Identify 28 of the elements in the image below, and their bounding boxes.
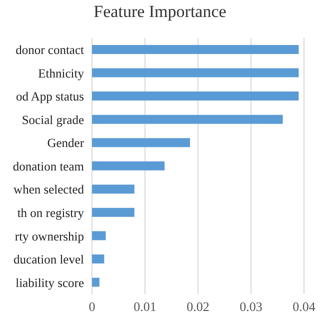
bar [92, 138, 190, 148]
y-tick-label: ducation level [14, 252, 85, 267]
x-tick-label: 0.04 [292, 299, 316, 314]
x-tick-label: 0.01 [134, 299, 156, 314]
bar [92, 278, 100, 287]
y-tick-label: when selected [14, 182, 85, 197]
bar [92, 92, 299, 101]
bar [92, 114, 283, 124]
y-tick-label: donor contact [16, 43, 85, 58]
y-tick-label: th on registry [17, 206, 85, 220]
y-tick-label: donation team [12, 159, 84, 174]
y-tick-label: liability score [16, 276, 84, 290]
bar [92, 208, 134, 217]
bar [92, 68, 299, 78]
bar [92, 45, 299, 54]
y-tick-label: Gender [47, 136, 85, 150]
bar [92, 161, 165, 170]
x-tick-label: 0 [88, 299, 96, 314]
x-tick-label: 0.02 [186, 299, 210, 314]
chart-title: Feature Importance [92, 2, 228, 22]
x-tick-label: 0.03 [240, 299, 262, 314]
y-tick-label: od App status [16, 90, 84, 104]
y-tick-label: Social grade [22, 112, 84, 127]
bar [92, 254, 104, 264]
y-tick-label: Ethnicity [38, 66, 85, 80]
bar [92, 184, 134, 194]
y-tick-label: rty ownership [14, 229, 84, 244]
bar [92, 231, 106, 240]
